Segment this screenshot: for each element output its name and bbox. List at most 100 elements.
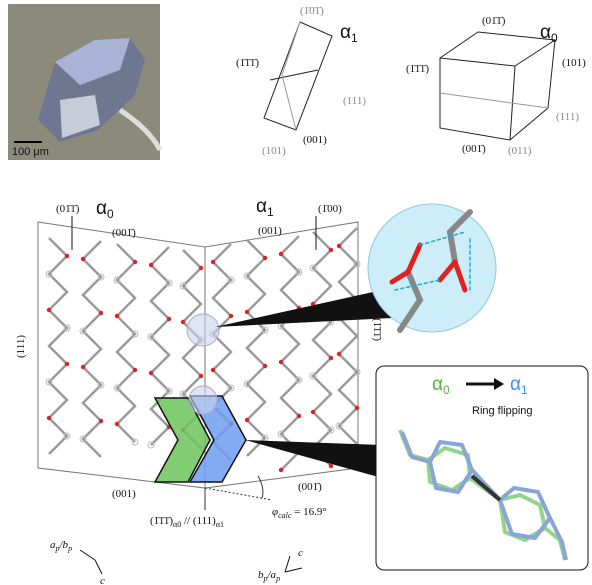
edge xyxy=(515,40,555,66)
interface-label: (1̄1̄1̄)α0 // (111)α1 xyxy=(150,515,224,529)
carboxyl xyxy=(337,244,341,248)
face: (1̄1̄1̄) xyxy=(236,57,259,69)
scale-text: 100 μm xyxy=(12,146,49,158)
face-label: (1̄00) xyxy=(318,203,342,215)
phase: α xyxy=(340,22,351,43)
face-label: (011) xyxy=(508,145,532,157)
carboxyl xyxy=(245,310,249,314)
face: // (111) xyxy=(181,515,216,527)
carboxyl xyxy=(355,406,359,410)
carboxyl xyxy=(115,314,119,318)
face: (011) xyxy=(508,145,532,157)
carboxyl xyxy=(199,266,203,270)
edge xyxy=(270,70,318,80)
face: (01̄1̄) xyxy=(482,15,506,27)
sub: p xyxy=(67,544,72,553)
face-label: (01̄1̄) xyxy=(482,15,506,27)
axes-left xyxy=(80,550,102,574)
side-label: (111) xyxy=(15,335,27,358)
chain xyxy=(49,238,67,454)
axis-label: c xyxy=(100,575,105,585)
carboxyl xyxy=(279,468,283,472)
face: (1̄1̄1̄) xyxy=(150,515,173,527)
crystal-alpha0 xyxy=(440,32,555,140)
angle-line xyxy=(205,488,272,500)
phase-label: α0 xyxy=(540,22,558,45)
phase: α xyxy=(256,196,267,217)
phase-sub: 0 xyxy=(107,207,114,221)
carboxyl xyxy=(149,263,153,267)
face-label: (1̄0̄1̄) xyxy=(300,5,324,17)
carboxyl xyxy=(329,464,333,468)
face: (101) xyxy=(262,145,286,157)
axis-label: bp/ap xyxy=(258,569,280,583)
chain xyxy=(117,244,135,442)
carboxyl xyxy=(81,365,85,369)
face: (111) xyxy=(343,95,366,107)
edge xyxy=(282,22,300,75)
face: (111) xyxy=(15,335,27,358)
axis xyxy=(285,556,290,572)
sub: α1 xyxy=(216,520,224,529)
carboxyl xyxy=(297,414,301,418)
crystal-alpha1 xyxy=(264,22,332,130)
side-label: (1̄1̄1̄) xyxy=(371,318,383,341)
caption-text: Ring flipping xyxy=(472,405,533,417)
phase: α xyxy=(540,22,551,43)
carboxyl xyxy=(245,418,249,422)
carboxyl xyxy=(65,362,69,366)
c: c xyxy=(100,575,105,585)
chain xyxy=(83,241,101,457)
carboxyl xyxy=(133,260,137,264)
carboxyl xyxy=(199,374,203,378)
phase-sub: 1 xyxy=(267,205,274,219)
phase-label: α1 xyxy=(340,22,358,45)
sub: calc xyxy=(278,511,292,520)
zoom-wedge xyxy=(245,440,382,478)
face: (001) xyxy=(303,134,327,146)
axis-label: ap/bp xyxy=(50,539,72,553)
axis xyxy=(80,550,95,560)
carboxyl xyxy=(311,410,315,414)
a: /a xyxy=(267,569,277,581)
face: (001̄) xyxy=(112,227,136,239)
carboxyl xyxy=(115,422,119,426)
carboxyl xyxy=(211,368,215,372)
face-label: (101) xyxy=(262,145,286,157)
carboxyl xyxy=(99,311,103,315)
face: (001̄) xyxy=(298,481,322,493)
scale-label: 100 μm xyxy=(12,146,49,158)
carboxyl xyxy=(329,356,333,360)
phase-label: α1 xyxy=(256,196,274,219)
axis-label: c xyxy=(298,547,303,559)
face: (001̄) xyxy=(462,143,486,155)
phase-sub: 0 xyxy=(551,31,558,45)
face: (001) xyxy=(258,225,282,237)
face-label: (001̄) xyxy=(298,481,322,493)
sub: α0 xyxy=(173,520,181,529)
edge xyxy=(440,93,548,108)
phase: α xyxy=(510,374,521,395)
sub: p xyxy=(275,574,280,583)
carboxyl xyxy=(181,320,185,324)
phase: α xyxy=(96,198,107,219)
face: (111) xyxy=(556,111,579,123)
carboxyl xyxy=(133,368,137,372)
figure: 100 μm (1̄0̄1̄) α1 (1̄1̄1̄) (111) (101) … xyxy=(0,0,592,585)
zoom-wedge xyxy=(215,290,392,327)
phase: α xyxy=(432,374,443,395)
c: c xyxy=(298,547,303,559)
face: (01̄1̄) xyxy=(56,203,80,215)
caption: Ring flipping xyxy=(472,405,533,417)
face-label: (001) xyxy=(258,225,282,237)
carboxyl xyxy=(65,254,69,258)
carboxyl xyxy=(337,352,341,356)
face-label: (01̄1̄) xyxy=(56,203,80,215)
face: (001) xyxy=(112,488,136,500)
carboxyl xyxy=(229,314,233,318)
axis xyxy=(95,560,102,574)
a: /b xyxy=(59,539,69,551)
zoom-circle xyxy=(368,204,496,332)
face: (101) xyxy=(562,57,586,69)
carboxyl xyxy=(99,419,103,423)
